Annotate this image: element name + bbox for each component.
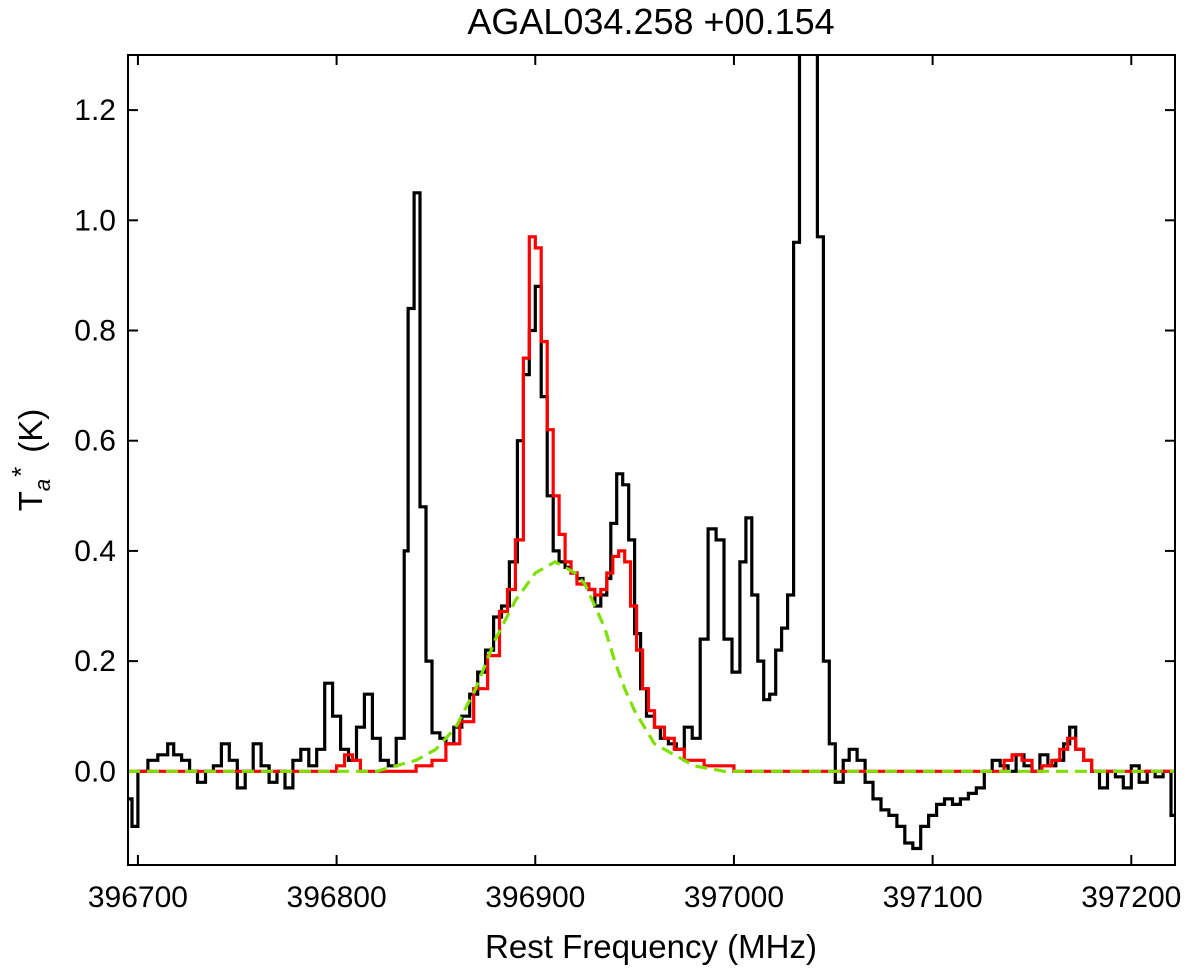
- plot-frame: [127, 54, 1176, 866]
- y-axis: 0.0 0.2 0.4 0.6 0.8 1.0 1.2: [74, 94, 1175, 788]
- x-axis: 396700 396800 396900 397000 397100 397200: [88, 55, 1181, 914]
- y-tick-label: 0.4: [74, 535, 116, 568]
- x-tick-label: 396900: [485, 881, 585, 914]
- spectrum-observed-line: [128, 55, 1175, 851]
- x-tick-label: 397100: [883, 881, 983, 914]
- y-tick-label: 0.8: [74, 315, 116, 348]
- y-axis-label-superscript: *: [6, 467, 36, 477]
- x-tick-label: 397200: [1081, 881, 1181, 914]
- y-axis-label-main: T: [12, 491, 49, 511]
- chart-title: AGAL034.258 +00.154: [467, 1, 834, 42]
- x-tick-label: 396800: [287, 881, 387, 914]
- y-tick-label: 0.2: [74, 645, 116, 678]
- y-axis-label-subscript: a: [30, 479, 55, 491]
- x-tick-label: 397000: [684, 881, 784, 914]
- spectrum-model-dashed-line: [128, 560, 1175, 773]
- spectrum-model-line: [128, 235, 1175, 773]
- y-tick-label: 0.0: [74, 755, 116, 788]
- x-axis-label: Rest Frequency (MHz): [485, 928, 817, 965]
- y-tick-label: 0.6: [74, 425, 116, 458]
- y-tick-label: 1.0: [74, 204, 116, 237]
- y-axis-label: Ta * (K): [6, 409, 55, 512]
- svg-text:Ta*(K): Ta * (K): [6, 409, 55, 512]
- y-axis-label-unit: (K): [12, 409, 49, 453]
- y-tick-label: 1.2: [74, 94, 116, 127]
- plot-series: [128, 55, 1175, 851]
- x-tick-label: 396700: [88, 881, 188, 914]
